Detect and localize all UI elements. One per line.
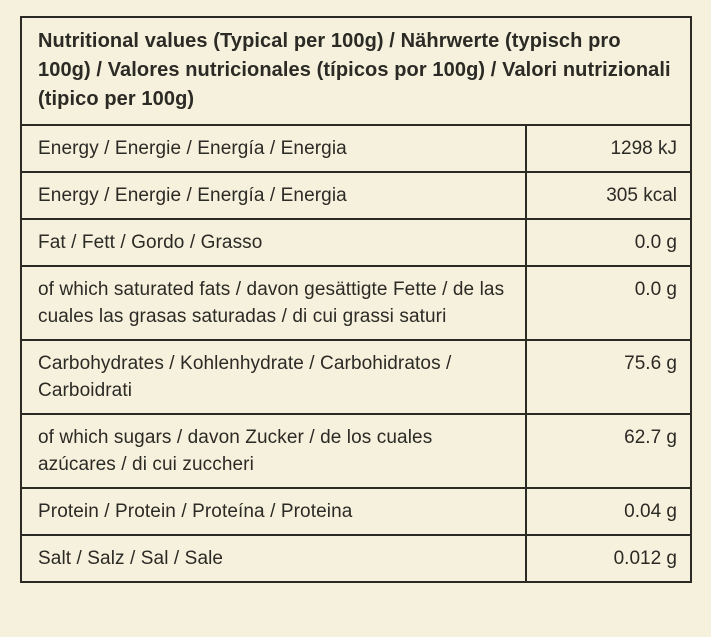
table-row-sugars: of which sugars / davon Zucker / de los …: [22, 413, 690, 487]
row-label: Protein / Protein / Proteína / Proteina: [38, 501, 353, 522]
table-row-carbohydrates: Carbohydrates / Kohlenhydrate / Carbohid…: [22, 339, 690, 413]
row-value: 62.7 g: [525, 415, 690, 487]
row-value: 75.6 g: [525, 341, 690, 413]
row-value: 0.012 g: [525, 536, 690, 581]
row-value: 305 kcal: [525, 173, 690, 218]
row-label: of which saturated fats / davon gesättig…: [38, 279, 505, 327]
row-label: Fat / Fett / Gordo / Grasso: [38, 232, 263, 253]
table-row-salt: Salt / Salz / Sal / Sale 0.012 g: [22, 534, 690, 581]
row-label: Energy / Energie / Energía / Energia: [38, 185, 347, 206]
nutrition-table: Nutritional values (Typical per 100g) / …: [20, 16, 692, 583]
row-value: 0.0 g: [525, 267, 690, 339]
table-row-fat: Fat / Fett / Gordo / Grasso 0.0 g: [22, 218, 690, 265]
row-value: 1298 kJ: [525, 126, 690, 171]
row-label: Carbohydrates / Kohlenhydrate / Carbohid…: [38, 353, 452, 401]
table-row-energy-kj: Energy / Energie / Energía / Energia 129…: [22, 124, 690, 171]
row-label: Energy / Energie / Energía / Energia: [38, 138, 347, 159]
table-row-energy-kcal: Energy / Energie / Energía / Energia 305…: [22, 171, 690, 218]
row-value: 0.0 g: [525, 220, 690, 265]
row-value: 0.04 g: [525, 489, 690, 534]
row-label: Salt / Salz / Sal / Sale: [38, 548, 224, 569]
row-label: of which sugars / davon Zucker / de los …: [38, 427, 433, 475]
table-row-saturated-fats: of which saturated fats / davon gesättig…: [22, 265, 690, 339]
table-row-protein: Protein / Protein / Proteína / Proteina …: [22, 487, 690, 534]
table-title: Nutritional values (Typical per 100g) / …: [38, 30, 671, 110]
